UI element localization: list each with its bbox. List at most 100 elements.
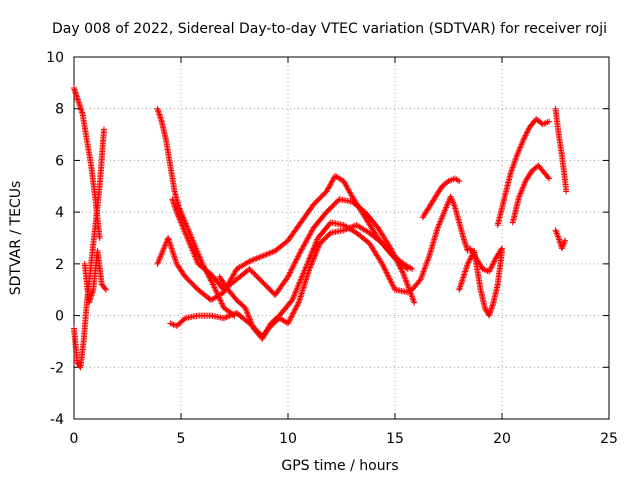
data-point-marker [491, 258, 498, 265]
data-point-marker [520, 136, 527, 143]
series-track-i [409, 193, 471, 293]
data-point-marker [400, 271, 407, 278]
data-point-marker [293, 256, 300, 263]
series-track-f [169, 196, 418, 306]
data-point-marker [211, 284, 218, 291]
series-track-k [456, 247, 505, 319]
data-point-marker [448, 196, 455, 203]
data-point-marker [403, 280, 410, 287]
data-point-marker [188, 244, 195, 251]
data-point-marker [382, 268, 389, 275]
data-point-marker [489, 261, 496, 268]
data-point-marker [263, 251, 270, 258]
data-point-marker [295, 282, 302, 289]
data-point-marker [299, 273, 306, 280]
data-point-marker [384, 272, 391, 279]
data-point-marker [220, 315, 227, 322]
data-point-marker [389, 280, 396, 287]
data-point-marker [447, 193, 454, 200]
data-point-marker [289, 310, 296, 317]
data-point-marker [464, 260, 471, 267]
data-point-marker [176, 215, 183, 222]
data-point-marker [248, 319, 255, 326]
data-point-marker [217, 297, 224, 304]
data-point-marker [404, 266, 411, 273]
data-point-marker [409, 295, 416, 302]
data-point-marker [292, 259, 299, 266]
data-point-marker [266, 250, 273, 257]
data-point-marker [180, 225, 187, 232]
data-point-marker [247, 318, 254, 325]
data-point-marker [523, 130, 530, 137]
data-point-marker [310, 245, 317, 252]
y-tick-label: -4 [50, 412, 64, 428]
data-point-marker [267, 249, 274, 256]
data-point-marker [259, 253, 266, 260]
data-point-marker [174, 210, 181, 217]
data-point-marker [174, 212, 181, 219]
data-point-marker [288, 313, 295, 320]
data-point-marker [465, 259, 472, 266]
data-point-marker [402, 275, 409, 282]
series-track-n [509, 162, 553, 226]
series-track-m [494, 116, 553, 229]
data-point-marker [96, 235, 103, 241]
data-point-marker [253, 255, 260, 262]
data-point-marker [313, 237, 320, 244]
data-point-marker [181, 228, 188, 235]
data-point-marker [301, 267, 308, 274]
y-tick-label: 8 [55, 102, 64, 118]
data-point-marker [249, 322, 256, 329]
data-point-marker [219, 301, 226, 308]
data-point-marker [289, 263, 296, 270]
data-point-marker [489, 262, 496, 269]
data-point-marker [300, 270, 307, 277]
y-tick-label: 10 [46, 50, 64, 66]
data-point-marker [308, 249, 315, 256]
data-point-marker [401, 274, 408, 281]
data-point-marker [467, 255, 474, 262]
data-point-marker [248, 321, 255, 328]
data-point-marker [185, 238, 192, 245]
data-point-marker [403, 264, 410, 271]
data-point-marker [297, 276, 304, 283]
data-point-marker [193, 256, 200, 263]
data-point-marker [289, 265, 296, 272]
data-point-marker [450, 199, 457, 206]
data-point-marker [386, 275, 393, 282]
data-point-marker [303, 261, 310, 268]
data-point-marker [265, 250, 272, 257]
x-tick-label: 10 [279, 431, 297, 447]
data-point-marker [178, 211, 185, 218]
data-point-marker [256, 254, 263, 261]
data-point-marker [487, 265, 494, 272]
data-point-marker [292, 288, 299, 295]
y-tick-label: 4 [55, 205, 64, 221]
data-point-marker [498, 246, 505, 253]
data-point-marker [406, 286, 413, 293]
y-tick-label: 6 [55, 153, 64, 169]
data-point-marker [488, 264, 495, 271]
data-point-marker [490, 259, 497, 266]
data-point-marker [218, 298, 225, 305]
data-point-marker [449, 198, 456, 205]
data-point-marker [399, 268, 406, 275]
series-track-o [552, 105, 570, 195]
series-track-c [81, 247, 110, 306]
data-point-marker [307, 252, 314, 259]
data-point-marker [287, 268, 294, 275]
data-points [71, 85, 570, 371]
data-point-marker [397, 265, 404, 272]
data-point-marker [296, 279, 303, 286]
data-point-marker [100, 126, 107, 133]
data-point-marker [403, 278, 410, 285]
data-point-marker [562, 237, 569, 244]
data-point-marker [524, 128, 531, 135]
data-point-marker [178, 209, 185, 216]
data-point-marker [246, 258, 253, 265]
data-point-marker [525, 126, 532, 133]
data-point-marker [212, 287, 219, 294]
data-point-marker [176, 205, 183, 212]
data-point-marker [225, 313, 232, 320]
